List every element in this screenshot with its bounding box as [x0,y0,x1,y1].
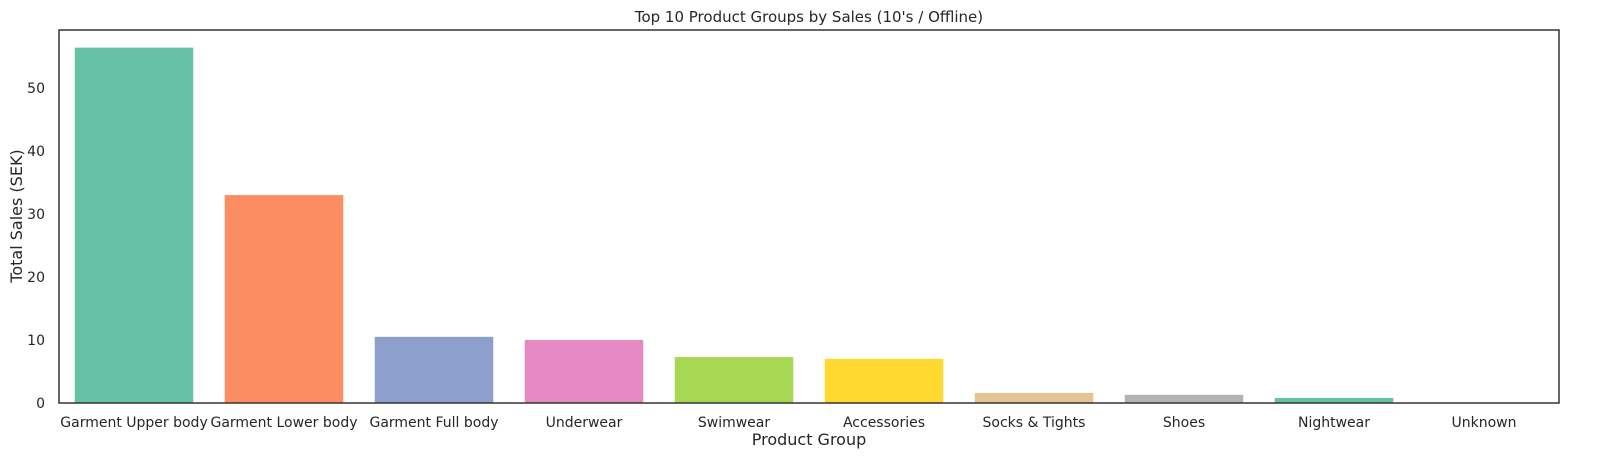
bars [74,47,1544,403]
bar [524,339,644,403]
x-tick-label: Swimwear [698,415,771,431]
x-tick-label: Shoes [1163,415,1205,431]
x-tick-label: Garment Upper body [60,415,207,431]
bar [374,336,494,403]
bar [674,357,794,403]
x-tick-label: Nightwear [1298,415,1370,431]
y-tick-label: 30 [27,207,45,223]
x-axis-ticks: Garment Upper body Garment Lower body Garm… [60,415,1516,431]
chart-title: Top 10 Product Groups by Sales (10's / O… [634,8,983,26]
y-tick-label: 0 [36,396,45,412]
bar [1274,397,1394,403]
plot-frame [58,29,1560,404]
x-tick-label: Garment Full body [369,415,498,431]
y-axis-ticks: 0 10 20 30 40 50 [27,81,45,412]
x-tick-label: Underwear [546,415,623,431]
x-tick-label: Unknown [1452,415,1517,431]
bar [974,392,1094,403]
bar [1124,394,1244,403]
x-tick-label: Garment Lower body [210,415,357,431]
y-tick-label: 10 [27,333,45,349]
x-axis-title: Product Group [752,430,867,449]
bar [74,47,194,403]
y-tick-label: 50 [27,81,45,97]
y-tick-label: 20 [27,270,45,286]
x-tick-label: Socks & Tights [983,415,1086,431]
y-axis-title: Total Sales (SEK) [7,149,26,283]
x-tick-label: Accessories [843,415,925,431]
bar [224,195,344,403]
bar [824,358,944,403]
y-tick-label: 40 [27,144,45,160]
